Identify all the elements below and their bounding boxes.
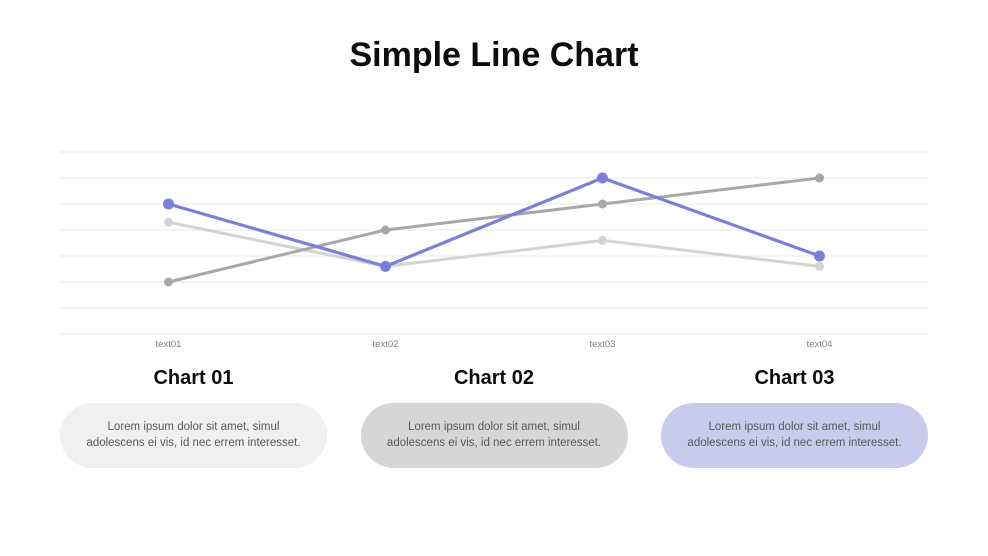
data-point-chart-02 [381,225,390,235]
card-chart-03: Chart 03 Lorem ipsum dolor sit amet, sim… [661,366,928,468]
data-point-chart-03 [597,172,608,184]
line-chart: text01 text02 text03 text04 [60,151,928,350]
data-point-chart-03 [380,260,391,272]
card-pill: Lorem ipsum dolor sit amet, simul adoles… [60,403,327,468]
data-point-chart-02 [815,173,824,183]
card-body-line1: Lorem ipsum dolor sit amet, simul [408,421,580,433]
card-pill: Lorem ipsum dolor sit amet, simul adoles… [360,403,628,468]
card-body: Lorem ipsum dolor sit amet, simul adoles… [387,420,601,451]
card-chart-01: Chart 01 Lorem ipsum dolor sit amet, sim… [60,366,327,468]
card-body: Lorem ipsum dolor sit amet, simul adoles… [86,420,300,451]
x-tick-label: text01 [156,339,182,350]
card-body-line2: adolescens ei vis, id nec errem interess… [687,436,902,449]
card-title: Chart 01 [153,367,234,389]
cards-row: Chart 01 Lorem ipsum dolor sit amet, sim… [60,366,928,468]
card-chart-02: Chart 02 Lorem ipsum dolor sit amet, sim… [360,366,628,468]
data-point-chart-01 [815,261,824,271]
card-title: Chart 02 [453,367,535,389]
series-line-chart-02 [167,176,821,284]
card-body-line2: adolescens ei vis, id nec errem interess… [86,436,301,449]
x-tick-label: text03 [590,339,616,350]
x-tick-label: text02 [373,339,399,350]
card-title: Chart 03 [754,367,835,389]
data-point-chart-01 [598,235,607,245]
data-point-chart-02 [598,199,607,209]
x-tick-label: text04 [807,339,833,350]
data-point-chart-03 [163,198,174,210]
card-body-line1: Lorem ipsum dolor sit amet, simul [708,421,881,433]
series-line-chart-03 [166,176,822,268]
card-body: Lorem ipsum dolor sit amet, simul adoles… [687,420,901,451]
data-point-chart-03 [814,250,825,262]
card-body-line2: adolescens ei vis, id nec errem interess… [386,436,602,449]
data-point-chart-01 [164,217,173,227]
card-body-line1: Lorem ipsum dolor sit amet, simul [107,421,280,433]
page-title: Simple Line Chart [349,36,639,74]
series-line-chart-01 [167,220,821,268]
data-point-chart-02 [164,277,173,287]
card-pill: Lorem ipsum dolor sit amet, simul adoles… [661,403,928,468]
